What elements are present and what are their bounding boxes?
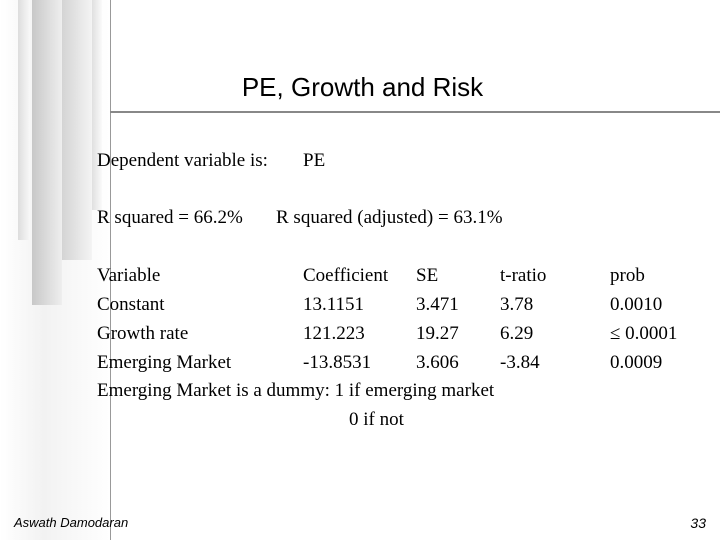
decor-strip	[32, 0, 62, 305]
table-cell: -3.84	[500, 352, 540, 373]
table-header: Variable	[97, 265, 161, 286]
table-header: t-ratio	[500, 265, 547, 286]
table-cell: Constant	[97, 294, 165, 315]
note: Emerging Market is a dummy: 1 if emergin…	[97, 380, 495, 401]
table-cell: 3.606	[416, 352, 459, 373]
table-header: prob	[610, 265, 645, 286]
note: 0 if not	[349, 409, 404, 430]
dependent-value: PE	[303, 150, 326, 171]
table-cell: 0.0009	[610, 352, 663, 373]
decor-strip	[92, 0, 102, 210]
footer-author: Aswath Damodaran	[14, 515, 129, 530]
r-squared-adjusted: R squared (adjusted) = 63.1%	[276, 207, 503, 228]
table-cell: 19.27	[416, 323, 459, 344]
table-cell: 0.0010	[610, 294, 663, 315]
table-header: SE	[416, 265, 439, 286]
slide-title: PE, Growth and Risk	[241, 72, 484, 102]
table-cell: 3.78	[500, 294, 534, 315]
dependent-label: Dependent variable is:	[97, 150, 268, 171]
decor-strip	[18, 0, 30, 240]
r-squared: R squared = 66.2%	[97, 207, 243, 228]
decor-rule	[110, 0, 111, 540]
table-cell: 13.1151	[303, 294, 365, 315]
table-cell: Emerging Market	[97, 352, 232, 373]
table-cell: 6.29	[500, 323, 534, 344]
table-header: Coefficient	[303, 265, 389, 286]
table-cell: ≤ 0.0001	[610, 323, 678, 344]
page-number: 33	[690, 515, 706, 531]
table-cell: Growth rate	[97, 323, 189, 344]
table-cell: -13.8531	[303, 352, 372, 373]
title-rule	[110, 111, 720, 113]
table-cell: 3.471	[416, 294, 459, 315]
table-cell: 121.223	[303, 323, 365, 344]
decor-strip	[62, 0, 92, 260]
